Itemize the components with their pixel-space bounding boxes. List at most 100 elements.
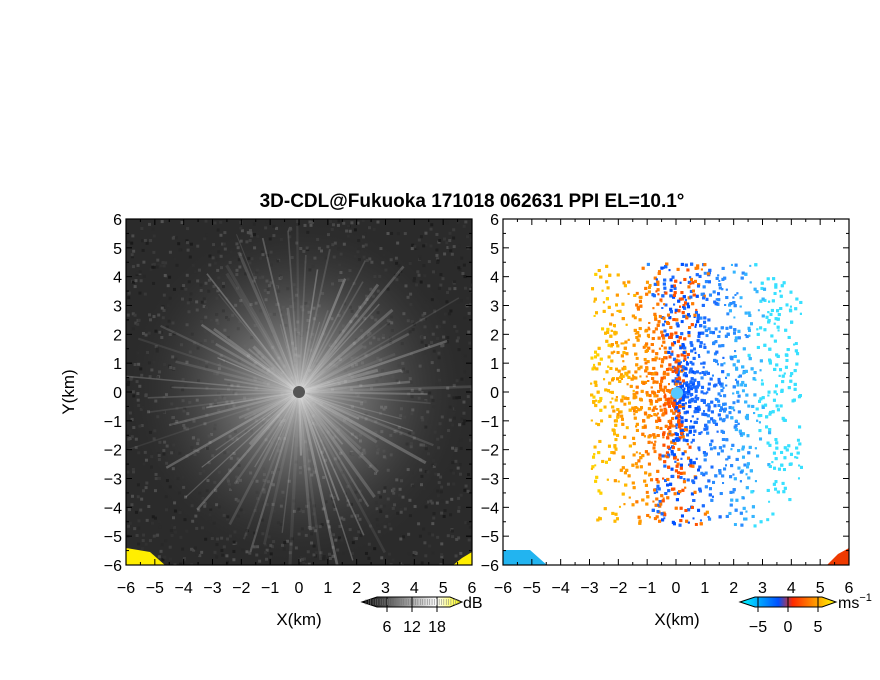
noise-speck xyxy=(142,260,146,264)
velocity-pixel xyxy=(694,476,698,480)
velocity-pixel xyxy=(663,286,667,290)
velocity-pixel xyxy=(618,505,621,508)
velocity-pixel xyxy=(633,316,637,320)
noise-speck xyxy=(192,548,196,552)
velocity-pixel xyxy=(687,305,691,309)
velocity-pixel xyxy=(623,471,627,475)
velocity-pixel xyxy=(610,313,614,317)
noise-speck xyxy=(186,248,190,252)
streak xyxy=(298,391,359,440)
velocity-pixel xyxy=(628,496,631,499)
velocity-pixel xyxy=(690,505,694,509)
velocity-pixel xyxy=(627,292,630,295)
velocity-pixel xyxy=(608,457,612,461)
velocity-pixel xyxy=(795,446,799,450)
velocity-pixel xyxy=(658,347,661,350)
noise-speck xyxy=(138,270,142,274)
velocity-pixel xyxy=(717,392,721,396)
velocity-pixel xyxy=(632,486,636,490)
velocity-pixel xyxy=(699,344,703,348)
velocity-pixel xyxy=(719,492,723,496)
velocity-pixel xyxy=(720,429,724,433)
velocity-pixel xyxy=(694,522,698,526)
velocity-pixel xyxy=(692,461,696,465)
velocity-pixel xyxy=(645,490,649,494)
velocity-pixel xyxy=(654,327,658,331)
velocity-pixel xyxy=(645,375,648,378)
velocity-pixel xyxy=(715,475,718,478)
velocity-pixel xyxy=(675,318,679,322)
velocity-pixel xyxy=(675,367,679,371)
velocity-pixel xyxy=(747,353,751,357)
velocity-pixel xyxy=(659,502,663,506)
velocity-pixel xyxy=(790,372,794,376)
noise-speck xyxy=(139,279,143,283)
noise-speck xyxy=(467,330,471,334)
velocity-pixel xyxy=(663,278,667,282)
noise-speck xyxy=(168,275,172,279)
velocity-pixel xyxy=(682,359,685,362)
velocity-pixel xyxy=(639,365,643,369)
noise-speck xyxy=(429,244,433,248)
streak xyxy=(298,249,331,393)
velocity-pixel xyxy=(614,438,618,442)
noise-speck xyxy=(158,525,162,529)
velocity-pixel xyxy=(622,351,626,355)
radial-streaks xyxy=(126,219,472,565)
velocity-pixel xyxy=(715,298,718,301)
velocity-pixel xyxy=(669,332,673,336)
velocity-pixel xyxy=(775,446,779,450)
velocity-pixel xyxy=(610,451,614,455)
velocity-pixel xyxy=(689,277,693,281)
noise-speck xyxy=(219,563,223,565)
streak xyxy=(233,391,300,485)
velocity-pixel xyxy=(645,348,649,352)
velocity-pixel xyxy=(646,262,650,266)
velocity-pixel xyxy=(796,438,800,442)
velocity-pixel xyxy=(635,335,639,339)
noise-speck xyxy=(418,255,422,259)
velocity-pixel xyxy=(725,438,729,442)
streak xyxy=(218,293,300,393)
noise-speck xyxy=(147,505,151,509)
velocity-pixel xyxy=(669,307,673,311)
velocity-pixel xyxy=(667,350,671,354)
velocity-pixel xyxy=(739,431,743,435)
noise-speck xyxy=(142,462,146,466)
velocity-pixel xyxy=(775,404,779,408)
velocity-pixel xyxy=(637,334,641,338)
velocity-pixel xyxy=(722,356,725,359)
velocity-pixel xyxy=(702,294,706,298)
velocity-pixel xyxy=(621,374,625,378)
noise-speck xyxy=(373,547,377,551)
velocity-pixel xyxy=(683,337,687,341)
velocity-pixel xyxy=(722,402,726,406)
velocity-pixel xyxy=(779,404,783,408)
velocity-pixel xyxy=(704,471,708,475)
velocity-pixel xyxy=(673,341,677,345)
velocity-pixel xyxy=(725,458,728,461)
velocity-pixel xyxy=(729,503,733,507)
velocity-pixel xyxy=(707,387,711,391)
velocity-pixel xyxy=(679,346,683,350)
velocity-pixel xyxy=(647,371,651,375)
velocity-pixel xyxy=(717,292,721,296)
velocity-pixel xyxy=(699,372,702,375)
streak xyxy=(298,391,370,508)
velocity-pixel xyxy=(659,389,662,392)
velocity-pixel xyxy=(703,410,706,413)
velocity-pixel xyxy=(710,417,714,421)
velocity-pixel xyxy=(759,326,763,330)
velocity-pixel xyxy=(667,427,670,430)
velocity-pixel xyxy=(790,320,794,324)
velocity-pixel xyxy=(700,431,703,434)
noise-speck xyxy=(427,532,431,536)
noise-speck xyxy=(137,318,141,322)
velocity-pixel xyxy=(607,305,611,309)
velocity-pixel xyxy=(605,280,609,284)
streak xyxy=(298,390,362,450)
velocity-pixel xyxy=(615,341,619,345)
velocity-pixel xyxy=(673,291,677,295)
velocity-pixel xyxy=(606,286,610,290)
noise-speck xyxy=(424,505,428,509)
